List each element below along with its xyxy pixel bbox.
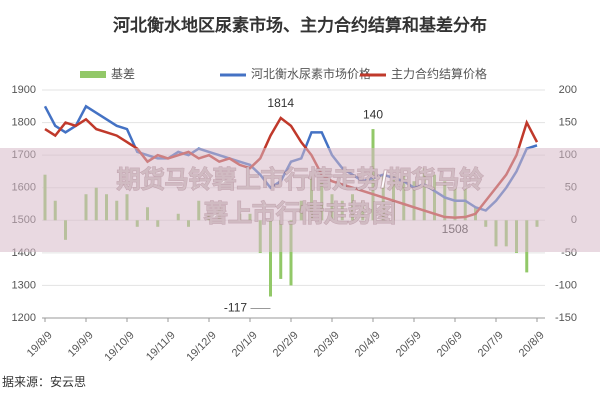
- x-tick-label: 19/9/9: [66, 329, 96, 359]
- x-tick-label: 20/5/9: [394, 329, 424, 359]
- annotation: 140: [363, 107, 383, 121]
- overlay-band: [0, 148, 600, 252]
- x-tick-label: 20/4/9: [353, 329, 383, 359]
- legend-label: 河北衡水尿素市场价格: [251, 66, 371, 81]
- x-tick-label: 19/12/9: [184, 329, 218, 363]
- y-tick-label: 1900: [12, 84, 36, 96]
- x-tick-label: 19/10/9: [102, 329, 136, 363]
- y2-tick-label: 200: [559, 84, 577, 96]
- legend-label: 基差: [111, 67, 135, 81]
- chart-title: 河北衡水地区尿素市场、主力合约结算和基差分布: [113, 15, 487, 35]
- x-tick-label: 19/11/9: [144, 329, 178, 363]
- x-tick-label: 20/8/9: [517, 329, 547, 359]
- overlay-text: 期货马铃薯上市行情走势/期货马铃: [117, 165, 484, 193]
- x-tick-label: 19/8/9: [25, 329, 55, 359]
- legend-label: 主力合约结算价格: [391, 66, 487, 81]
- y2-tick-label: -100: [555, 279, 577, 291]
- x-tick-label: 20/7/9: [476, 329, 506, 359]
- legend-swatch: [80, 71, 106, 78]
- y-tick-label: 1200: [12, 312, 36, 324]
- y2-tick-label: -150: [555, 312, 577, 324]
- bar: [289, 220, 293, 286]
- bar: [269, 220, 272, 297]
- y2-tick-label: 150: [559, 116, 577, 128]
- source: 据来源：安云思: [2, 374, 86, 389]
- x-tick-label: 20/6/9: [435, 329, 465, 359]
- x-tick-label: 20/1/9: [230, 329, 260, 359]
- x-tick-label: 20/3/9: [312, 329, 342, 359]
- y-tick-label: 1800: [12, 116, 36, 128]
- x-tick-label: 20/2/9: [271, 329, 301, 359]
- annotation: -117: [224, 301, 247, 315]
- overlay-text: 薯上市行情走势图: [204, 199, 396, 227]
- annotation: 1814: [267, 96, 294, 110]
- y-tick-label: 1300: [12, 279, 36, 291]
